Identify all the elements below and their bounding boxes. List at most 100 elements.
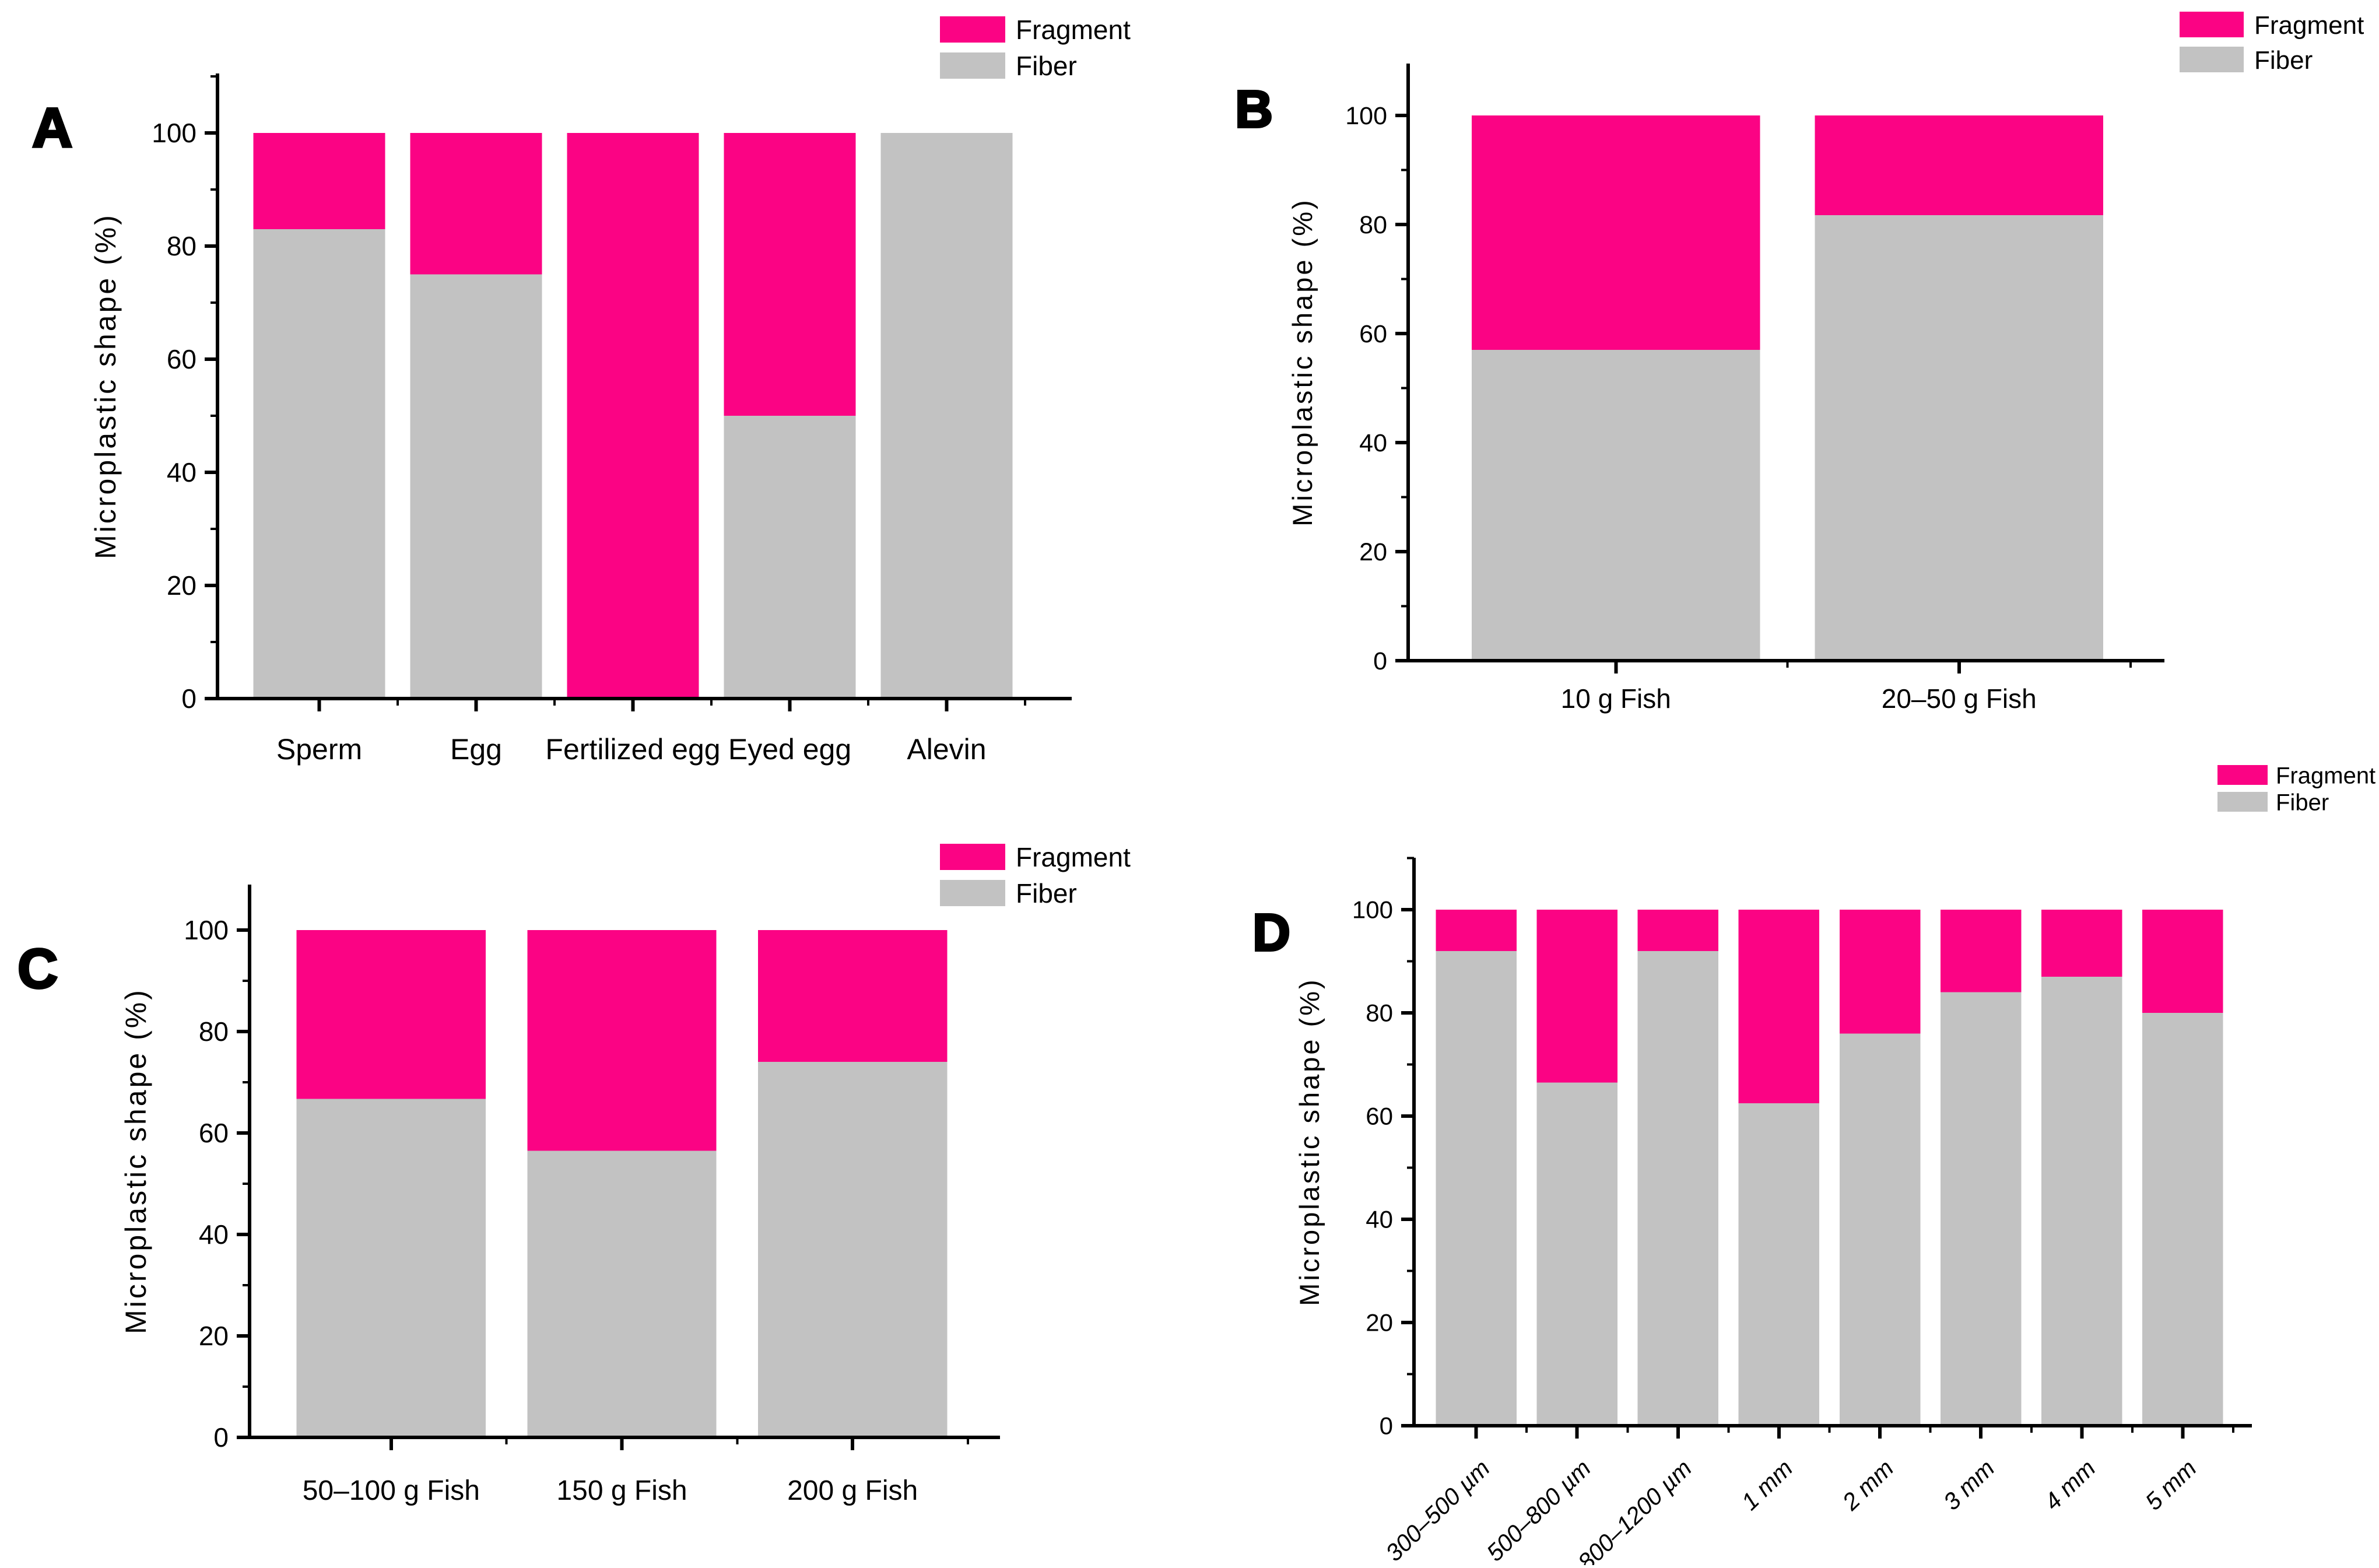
x-label-5-mm: 5 mm xyxy=(2140,1454,2202,1515)
legend-label-fiber: Fiber xyxy=(1016,878,1077,908)
x-label-4-mm: 4 mm xyxy=(2039,1454,2101,1515)
bar-500-800-m-fragment xyxy=(1536,910,1617,1083)
bar-sperm-fragment xyxy=(253,133,385,229)
bar-1-mm-fragment xyxy=(1738,910,1820,1103)
legend: Fragment Fiber xyxy=(940,842,1131,908)
bar-10-g-fish-fragment xyxy=(1472,115,1760,350)
bar-4-mm-fragment xyxy=(2041,910,2122,977)
bar-150-g-fish-fiber xyxy=(527,1150,717,1437)
x-label-fertilized-egg: Fertilized egg xyxy=(545,733,720,766)
bar-2-mm-fragment xyxy=(1839,910,1921,1034)
bar-20-50-g-fish-fragment xyxy=(1815,115,2103,216)
bar-20-50-g-fish-fiber xyxy=(1815,215,2103,661)
y-tick-label-20: 20 xyxy=(1366,1309,1393,1337)
bar-sperm-fiber xyxy=(253,229,385,699)
bar-3-mm-fiber xyxy=(1940,992,2022,1426)
panel-b: B Microplastic shape (%) 0 20 40 60 80 100 10 g … xyxy=(1234,11,2364,714)
legend-label-fragment: Fragment xyxy=(1016,842,1131,872)
y-tick-label-60: 60 xyxy=(1359,320,1387,348)
y-tick-label-20: 20 xyxy=(1359,538,1387,566)
bar-800-1200-m-fiber xyxy=(1637,950,1719,1426)
bar-300-500-m-fiber xyxy=(1436,950,1517,1426)
bar-egg-fiber xyxy=(410,274,542,699)
y-tick-label-80: 80 xyxy=(1366,999,1393,1027)
y-tick-label-40: 40 xyxy=(167,457,197,487)
legend-swatch-fragment xyxy=(940,844,1005,870)
bar-2-mm-fiber xyxy=(1839,1033,1921,1426)
bar-eyed-egg-fiber xyxy=(724,416,856,699)
panel-d-letter: D xyxy=(1252,904,1290,962)
x-label-3-mm: 3 mm xyxy=(1938,1454,2000,1515)
y-tick-label-20: 20 xyxy=(167,570,197,601)
legend-label-fiber: Fiber xyxy=(2254,46,2313,75)
bar-500-800-m-fiber xyxy=(1536,1082,1617,1426)
x-label-2-mm: 2 mm xyxy=(1837,1454,1899,1516)
x-label-egg: Egg xyxy=(450,733,502,766)
y-tick-label-60: 60 xyxy=(1366,1103,1393,1130)
x-label-alevin: Alevin xyxy=(907,733,986,766)
bar-200-g-fish-fiber xyxy=(757,1062,948,1437)
legend-label-fragment: Fragment xyxy=(2254,11,2364,40)
legend-swatch-fiber xyxy=(940,52,1005,79)
legend: Fragment Fiber xyxy=(2180,11,2364,75)
y-tick-label-60: 60 xyxy=(167,344,197,374)
legend-label-fragment: Fragment xyxy=(2276,763,2376,788)
x-label-300-500-m: 300–500 µm xyxy=(1380,1454,1495,1565)
bar-50-100-g-fish-fiber xyxy=(296,1099,486,1437)
x-label-20-50-g-fish: 20–50 g Fish xyxy=(1882,683,2037,714)
legend-label-fragment: Fragment xyxy=(1016,15,1131,45)
y-tick-label-100: 100 xyxy=(1345,102,1387,130)
y-tick-label-0: 0 xyxy=(213,1422,229,1453)
y-tick-label-100: 100 xyxy=(1352,896,1393,924)
y-tick-label-100: 100 xyxy=(184,915,229,945)
y-axis-title: Microplastic shape (%) xyxy=(1287,198,1318,526)
x-label-200-g-fish: 200 g Fish xyxy=(787,1475,918,1506)
bar-800-1200-m-fragment xyxy=(1637,910,1719,951)
y-tick-label-0: 0 xyxy=(1380,1412,1393,1440)
y-tick-label-40: 40 xyxy=(1366,1206,1393,1233)
bar-1-mm-fiber xyxy=(1738,1103,1820,1426)
x-label-sperm: Sperm xyxy=(276,733,362,766)
bar-alevin-fiber xyxy=(880,133,1013,699)
y-tick-label-80: 80 xyxy=(199,1016,229,1047)
x-label-50-100-g-fish: 50–100 g Fish xyxy=(303,1475,480,1506)
y-tick-label-0: 0 xyxy=(181,683,197,714)
panel-b-letter: B xyxy=(1235,80,1273,139)
y-axis-title: Microplastic shape (%) xyxy=(120,988,152,1334)
y-tick-label-80: 80 xyxy=(167,231,197,261)
x-label-500-800-m: 500–800 µm xyxy=(1481,1454,1596,1565)
bar-fertilized-egg-fragment xyxy=(567,133,699,699)
bar-50-100-g-fish-fragment xyxy=(296,930,486,1099)
legend-swatch-fragment xyxy=(940,16,1005,43)
legend-label-fiber: Fiber xyxy=(2276,790,2329,815)
y-axis-title: Microplastic shape (%) xyxy=(1294,977,1325,1306)
x-label-10-g-fish: 10 g Fish xyxy=(1561,683,1671,714)
panel-c: C Microplastic shape (%) 0 20 40 60 80 100 50–10… xyxy=(16,842,1131,1506)
bar-300-500-m-fragment xyxy=(1436,910,1517,951)
bar-200-g-fish-fragment xyxy=(757,930,948,1062)
y-tick-label-40: 40 xyxy=(1359,429,1387,457)
y-tick-label-40: 40 xyxy=(199,1219,229,1250)
bar-10-g-fish-fiber xyxy=(1472,350,1760,661)
y-axis-title: Microplastic shape (%) xyxy=(89,213,122,559)
panel-c-letter: C xyxy=(17,938,58,1000)
bar-egg-fragment xyxy=(410,133,542,275)
bar-4-mm-fiber xyxy=(2041,977,2122,1426)
y-tick-label-60: 60 xyxy=(199,1118,229,1148)
y-tick-label-20: 20 xyxy=(199,1321,229,1351)
bar-150-g-fish-fragment xyxy=(527,930,717,1151)
legend-swatch-fiber xyxy=(2180,47,2244,72)
legend-swatch-fiber xyxy=(940,880,1005,906)
panel-a: A Microplastic shape (%) 0 20 40 60 80 100 Sperm… xyxy=(31,15,1131,766)
x-label-150-g-fish: 150 g Fish xyxy=(556,1475,687,1506)
y-tick-label-100: 100 xyxy=(152,118,197,148)
bar-5-mm-fragment xyxy=(2142,910,2223,1013)
panel-a-letter: A xyxy=(32,97,72,159)
x-label-1-mm: 1 mm xyxy=(1736,1454,1798,1515)
x-label-eyed-egg: Eyed egg xyxy=(728,733,851,766)
